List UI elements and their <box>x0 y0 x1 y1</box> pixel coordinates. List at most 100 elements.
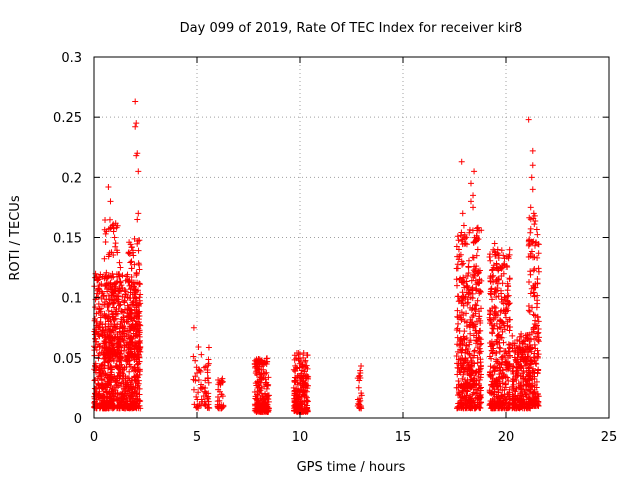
data-point <box>502 381 509 388</box>
data-point <box>125 250 132 257</box>
data-point <box>532 217 539 224</box>
data-point <box>301 398 308 405</box>
data-point <box>114 296 121 303</box>
data-point <box>195 343 202 350</box>
data-point <box>460 274 467 281</box>
data-point <box>529 390 536 397</box>
data-point <box>465 257 472 264</box>
data-point <box>470 204 477 211</box>
data-point <box>123 318 130 325</box>
data-point <box>105 347 112 354</box>
data-point <box>533 226 540 233</box>
data-point <box>465 289 472 296</box>
data-point <box>134 322 141 329</box>
data-point <box>93 364 100 371</box>
data-point <box>127 241 134 248</box>
data-point <box>119 285 126 292</box>
data-point <box>255 397 262 404</box>
data-point <box>504 280 511 287</box>
data-point <box>127 259 134 266</box>
data-point <box>135 319 142 326</box>
data-point <box>510 401 517 408</box>
data-point <box>190 353 197 360</box>
data-point <box>497 324 504 331</box>
data-point <box>194 403 201 410</box>
data-point <box>488 285 495 292</box>
data-point <box>531 350 538 357</box>
data-point <box>534 276 541 283</box>
data-point <box>475 394 482 401</box>
data-point <box>198 381 205 388</box>
data-point <box>124 381 131 388</box>
data-point <box>528 248 535 255</box>
data-point <box>495 254 502 261</box>
data-point <box>490 279 497 286</box>
data-point <box>530 328 537 335</box>
data-point <box>493 260 500 267</box>
data-point <box>527 336 534 343</box>
data-point <box>119 364 126 371</box>
data-point <box>304 385 311 392</box>
data-point <box>524 332 531 339</box>
data-point <box>125 387 132 394</box>
data-point <box>466 322 473 329</box>
data-point <box>534 336 541 343</box>
data-point <box>497 308 504 315</box>
data-point <box>108 321 115 328</box>
data-point <box>472 237 479 244</box>
data-point <box>535 366 542 373</box>
data-point <box>474 279 481 286</box>
data-point <box>93 405 100 412</box>
data-point <box>120 323 127 330</box>
data-point <box>529 380 536 387</box>
data-point <box>494 325 501 332</box>
data-point <box>96 388 103 395</box>
data-point <box>107 326 114 333</box>
data-point <box>91 385 98 392</box>
data-point <box>523 404 530 411</box>
data-point <box>466 229 473 236</box>
data-point <box>356 401 363 408</box>
data-point <box>126 306 133 313</box>
data-point <box>530 282 537 289</box>
data-point <box>133 152 140 159</box>
data-point <box>251 389 258 396</box>
x-tick-label: 20 <box>498 430 515 445</box>
data-point <box>509 332 516 339</box>
data-point <box>132 404 139 411</box>
data-point <box>106 335 113 342</box>
data-point <box>495 389 502 396</box>
data-point <box>134 379 141 386</box>
data-point <box>454 313 461 320</box>
data-point <box>454 348 461 355</box>
data-point <box>475 404 482 411</box>
data-point <box>476 313 483 320</box>
data-point <box>136 266 143 273</box>
data-point <box>454 364 461 371</box>
data-point <box>500 270 507 277</box>
data-point <box>455 388 462 395</box>
data-point <box>134 361 141 368</box>
data-point <box>263 369 270 376</box>
data-point <box>476 349 483 356</box>
data-point <box>464 272 471 279</box>
data-point <box>128 274 135 281</box>
data-point <box>491 240 498 247</box>
data-point <box>499 328 506 335</box>
data-point <box>488 296 495 303</box>
data-point <box>531 386 538 393</box>
data-point <box>458 309 465 316</box>
data-point <box>358 392 365 399</box>
data-point <box>519 340 526 347</box>
data-point <box>206 405 213 412</box>
data-point <box>488 355 495 362</box>
data-point <box>459 341 466 348</box>
data-point <box>535 351 542 358</box>
data-point <box>114 249 121 256</box>
data-point <box>477 305 484 312</box>
data-point <box>126 313 133 320</box>
data-point <box>493 320 500 327</box>
data-point <box>257 387 264 394</box>
data-point <box>468 367 475 374</box>
data-point <box>487 257 494 264</box>
